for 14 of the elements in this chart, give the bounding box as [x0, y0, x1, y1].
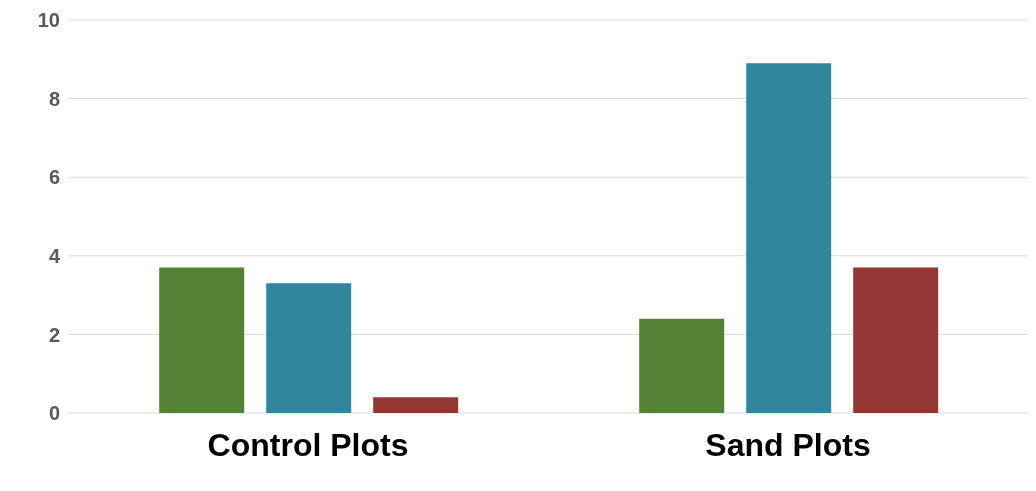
y-tick-label: 8 [48, 87, 60, 110]
x-tick-label: Sand Plots [705, 426, 871, 463]
bar [853, 267, 939, 413]
y-tick-label: 6 [48, 166, 60, 189]
y-tick-label: 0 [48, 402, 60, 425]
bar [639, 318, 725, 413]
bar [746, 63, 832, 413]
bar [373, 397, 459, 413]
y-tick-label: 10 [37, 9, 60, 32]
bar [159, 267, 245, 413]
y-tick-label: 2 [48, 323, 60, 346]
y-tick-label: 4 [48, 244, 61, 267]
bar [266, 283, 352, 413]
x-tick-label: Control Plots [207, 426, 409, 463]
